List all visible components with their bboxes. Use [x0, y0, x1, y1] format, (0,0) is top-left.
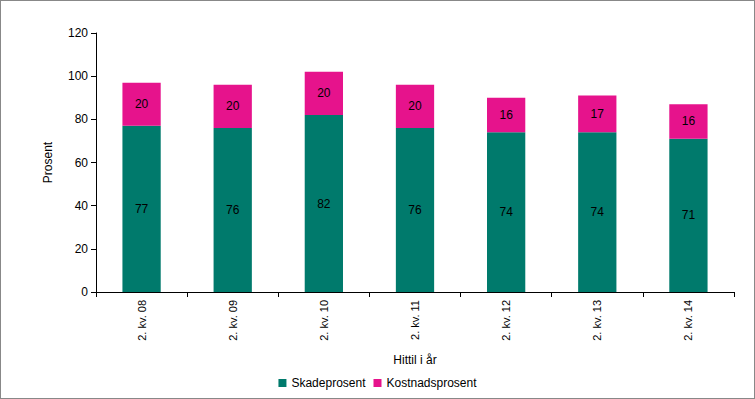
svg-text:2. kv. 14: 2. kv. 14 [682, 300, 694, 341]
svg-text:76: 76 [226, 203, 240, 217]
svg-text:2. kv. 12: 2. kv. 12 [500, 300, 512, 341]
svg-text:16: 16 [499, 108, 513, 122]
svg-text:80: 80 [75, 112, 89, 126]
svg-text:Prosent: Prosent [41, 141, 55, 183]
svg-text:2. kv. 09: 2. kv. 09 [227, 300, 239, 341]
svg-text:77: 77 [135, 202, 149, 216]
svg-text:74: 74 [591, 205, 605, 219]
svg-text:16: 16 [682, 114, 696, 128]
svg-text:2. kv. 11: 2. kv. 11 [409, 300, 421, 340]
svg-text:82: 82 [317, 197, 331, 211]
svg-text:120: 120 [68, 26, 88, 40]
svg-text:74: 74 [499, 205, 513, 219]
svg-text:100: 100 [68, 69, 88, 83]
svg-text:0: 0 [81, 285, 88, 299]
svg-text:2. kv. 13: 2. kv. 13 [591, 300, 603, 341]
svg-text:Kostnadsprosent: Kostnadsprosent [386, 376, 477, 390]
svg-text:40: 40 [75, 199, 89, 213]
svg-text:2. kv. 08: 2. kv. 08 [136, 300, 148, 341]
svg-text:60: 60 [75, 156, 89, 170]
svg-text:Skadeprosent: Skadeprosent [291, 376, 366, 390]
svg-text:2. kv. 10: 2. kv. 10 [318, 300, 330, 341]
svg-text:76: 76 [408, 203, 422, 217]
svg-text:Hittil i år: Hittil i år [393, 353, 436, 367]
svg-text:71: 71 [682, 208, 696, 222]
svg-text:20: 20 [226, 99, 240, 113]
svg-text:20: 20 [75, 242, 89, 256]
svg-text:17: 17 [591, 107, 605, 121]
svg-text:20: 20 [317, 86, 331, 100]
svg-text:20: 20 [408, 99, 422, 113]
svg-text:20: 20 [135, 97, 149, 111]
